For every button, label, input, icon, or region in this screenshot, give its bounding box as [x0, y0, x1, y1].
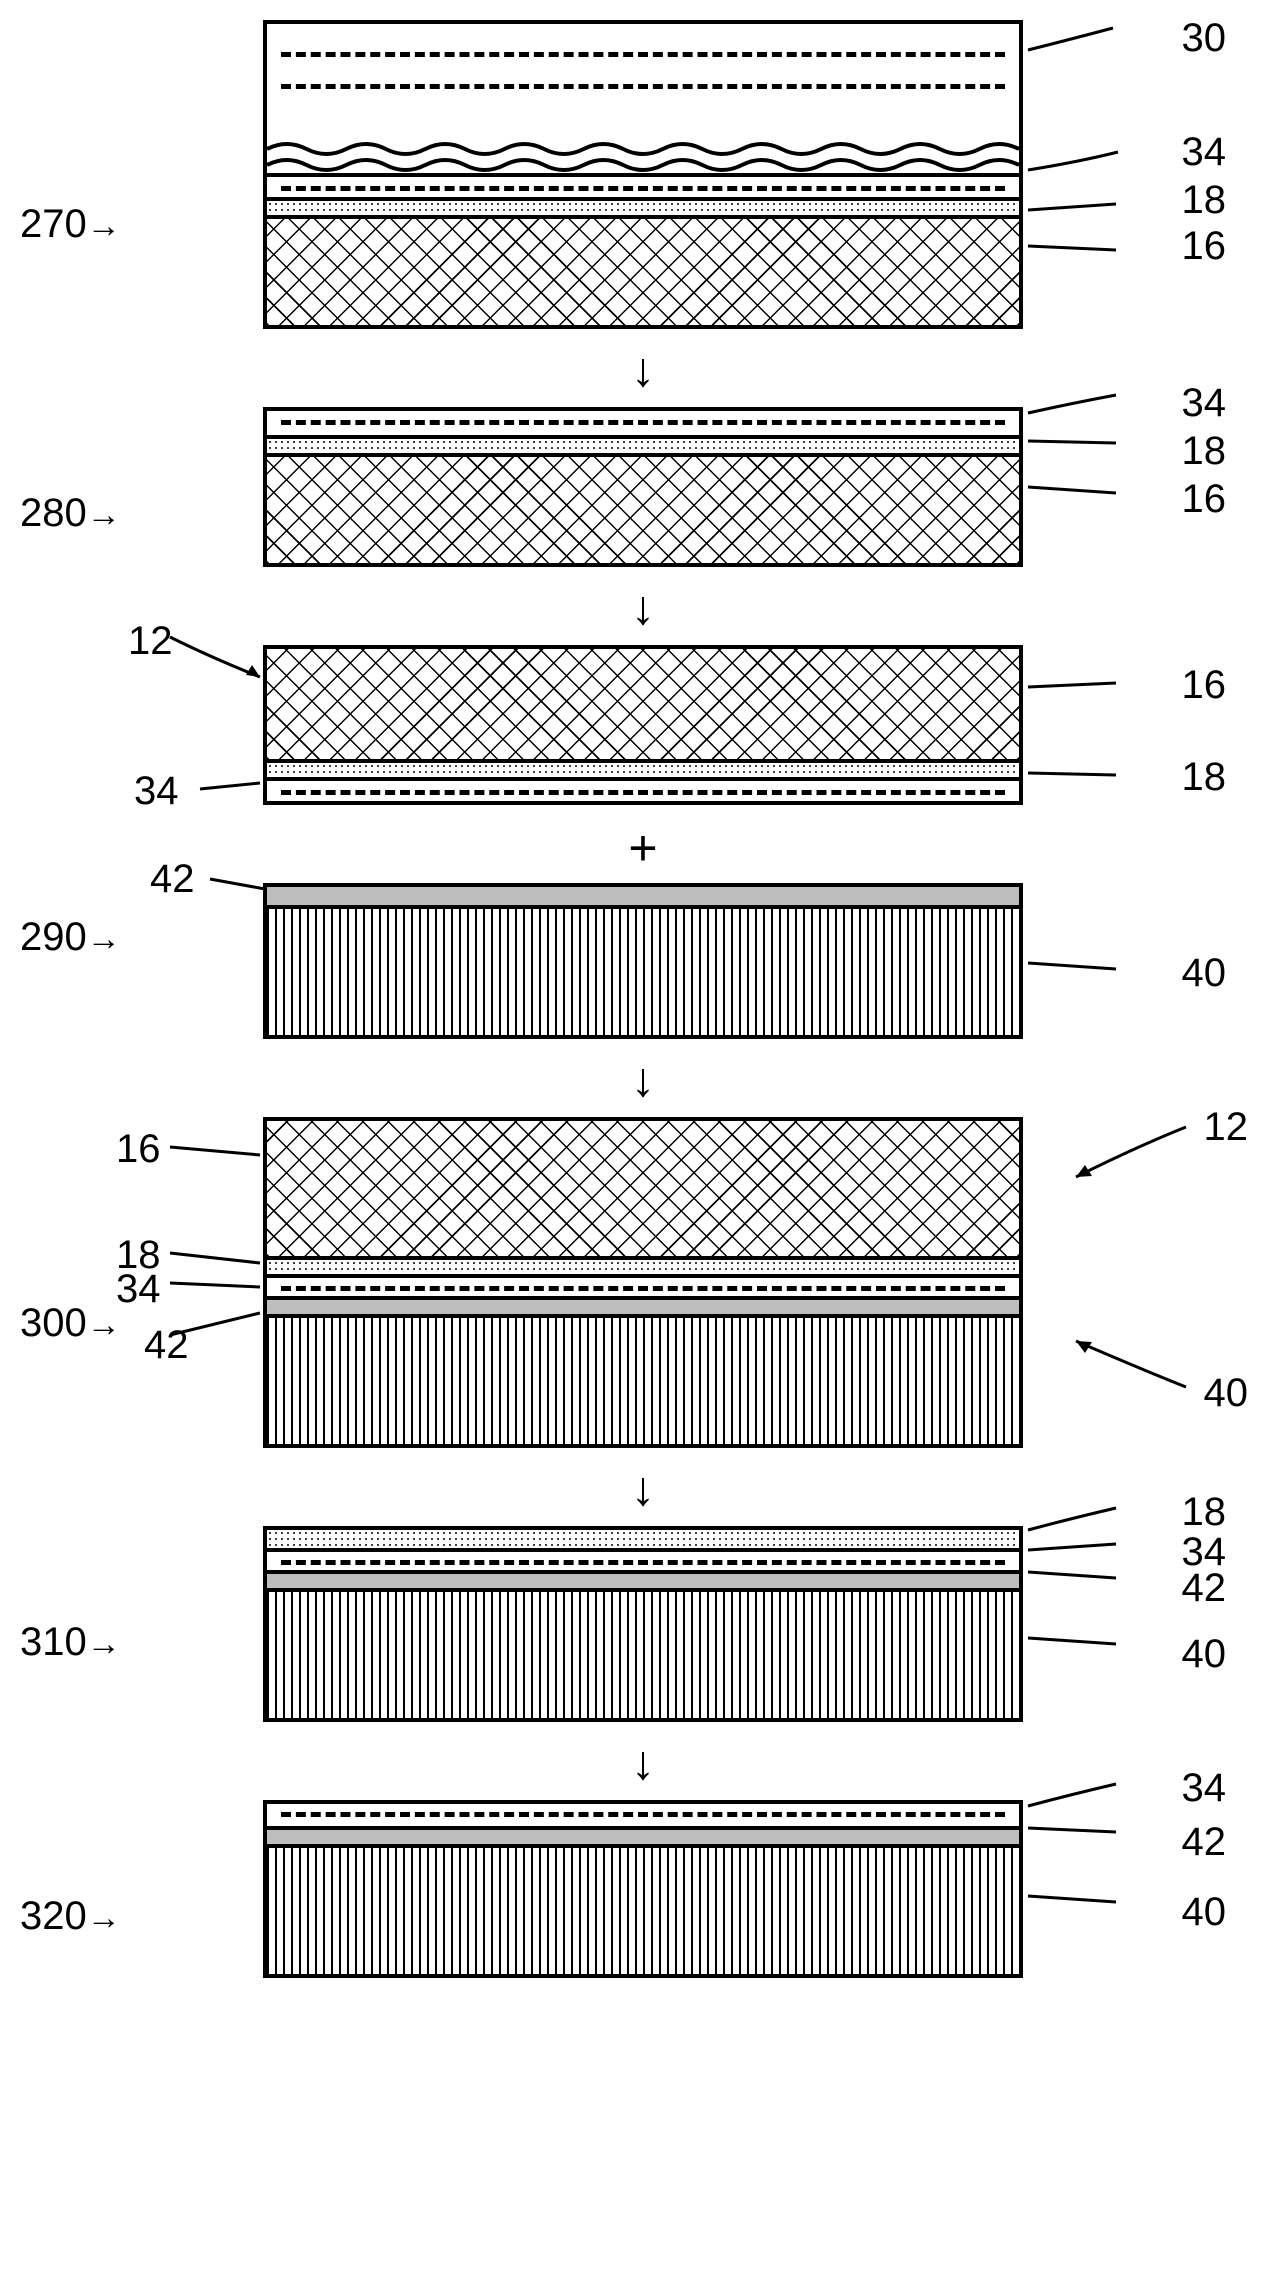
layer-34 — [267, 777, 1019, 801]
layer-18 — [267, 1256, 1019, 1274]
step-12-flip: 16 18 12 34 — [20, 645, 1266, 805]
layer-16 — [267, 215, 1019, 325]
step-label-290: 290→ — [20, 917, 121, 957]
label-42-l: 42 — [144, 1325, 189, 1365]
leader-lines-right — [1028, 675, 1148, 825]
stack-310 — [263, 1526, 1023, 1722]
leader-arrow-12 — [170, 637, 280, 697]
layer-16 — [267, 1121, 1019, 1256]
step-label-310: 310→ — [20, 1622, 121, 1662]
arrow-icon: ↓ — [20, 1057, 1266, 1105]
step-label-270: 270→ — [20, 204, 121, 244]
plus-icon: + — [20, 823, 1266, 873]
label-16: 16 — [1182, 665, 1227, 705]
layer-34 — [267, 1548, 1019, 1570]
layer-16 — [267, 649, 1019, 759]
step-label-280: 280→ — [20, 493, 121, 533]
leader-lines-right — [1028, 1792, 1148, 1992]
layer-wavy-gap — [267, 139, 1019, 173]
stack-270 — [263, 20, 1023, 329]
label-18: 18 — [1182, 180, 1227, 220]
step-270: 30 34 18 16 270→ — [20, 20, 1266, 329]
label-16: 16 — [1182, 226, 1227, 266]
layer-30 — [267, 24, 1019, 139]
layer-40 — [267, 1314, 1019, 1444]
step-290: 40 42 290→ — [20, 883, 1266, 1039]
stack-12 — [263, 645, 1023, 805]
label-40: 40 — [1182, 953, 1227, 993]
label-18: 18 — [1182, 757, 1227, 797]
label-18: 18 — [1182, 431, 1227, 471]
stack-320 — [263, 1800, 1023, 1978]
layer-42 — [267, 1570, 1019, 1588]
layer-42 — [267, 1826, 1019, 1844]
layer-18 — [267, 1530, 1019, 1548]
layer-40 — [267, 1588, 1019, 1718]
step-280: 34 18 16 280→ — [20, 407, 1266, 567]
label-42: 42 — [1182, 1568, 1227, 1608]
label-34-left: 34 — [134, 771, 179, 811]
label-34-l: 34 — [116, 1269, 161, 1309]
label-16-l: 16 — [116, 1129, 161, 1169]
label-34: 34 — [1182, 1768, 1227, 1808]
layer-42 — [267, 1296, 1019, 1314]
label-34: 34 — [1182, 383, 1227, 423]
arrow-icon: ↓ — [20, 1466, 1266, 1514]
leader-34-left — [200, 777, 280, 807]
leader-lines-right — [1028, 32, 1148, 332]
label-42: 42 — [150, 859, 195, 899]
stack-280 — [263, 407, 1023, 567]
layer-34 — [267, 411, 1019, 435]
label-40: 40 — [1182, 1892, 1227, 1932]
layer-34 — [267, 1274, 1019, 1296]
layer-18 — [267, 197, 1019, 215]
step-310: 18 34 42 40 310→ — [20, 1526, 1266, 1722]
label-34: 34 — [1182, 132, 1227, 172]
step-300: 16 18 34 42 300→ 12 40 — [20, 1117, 1266, 1448]
stack-290 — [263, 883, 1023, 1039]
arrow-icon: ↓ — [20, 347, 1266, 395]
label-40-r: 40 — [1204, 1373, 1249, 1413]
layer-42 — [267, 887, 1019, 905]
label-40: 40 — [1182, 1634, 1227, 1674]
label-18: 18 — [1182, 1492, 1227, 1532]
arrow-icon: ↓ — [20, 1740, 1266, 1788]
arrow-icon: ↓ — [20, 585, 1266, 633]
layer-18 — [267, 759, 1019, 777]
layer-40 — [267, 1844, 1019, 1974]
step-label-320: 320→ — [20, 1896, 121, 1936]
leader-lines-right — [1028, 401, 1148, 581]
label-12-r: 12 — [1204, 1107, 1249, 1147]
layer-40 — [267, 905, 1019, 1035]
leader-lines-right — [1028, 1518, 1148, 1738]
layer-18 — [267, 435, 1019, 453]
layer-34 — [267, 1804, 1019, 1826]
stack-300 — [263, 1117, 1023, 1448]
layer-34 — [267, 173, 1019, 197]
label-30: 30 — [1182, 18, 1227, 58]
layer-16 — [267, 453, 1019, 563]
leader-right-arrows — [1056, 1127, 1206, 1447]
label-12: 12 — [128, 621, 173, 661]
process-flow-diagram: 30 34 18 16 270→ ↓ 34 18 16 280→ ↓ — [20, 20, 1266, 1978]
leader-40 — [1028, 943, 1148, 1023]
leader-42 — [210, 873, 290, 903]
step-320: 34 42 40 320→ — [20, 1800, 1266, 1978]
step-label-300: 300→ — [20, 1303, 121, 1343]
label-16: 16 — [1182, 479, 1227, 519]
label-42: 42 — [1182, 1822, 1227, 1862]
